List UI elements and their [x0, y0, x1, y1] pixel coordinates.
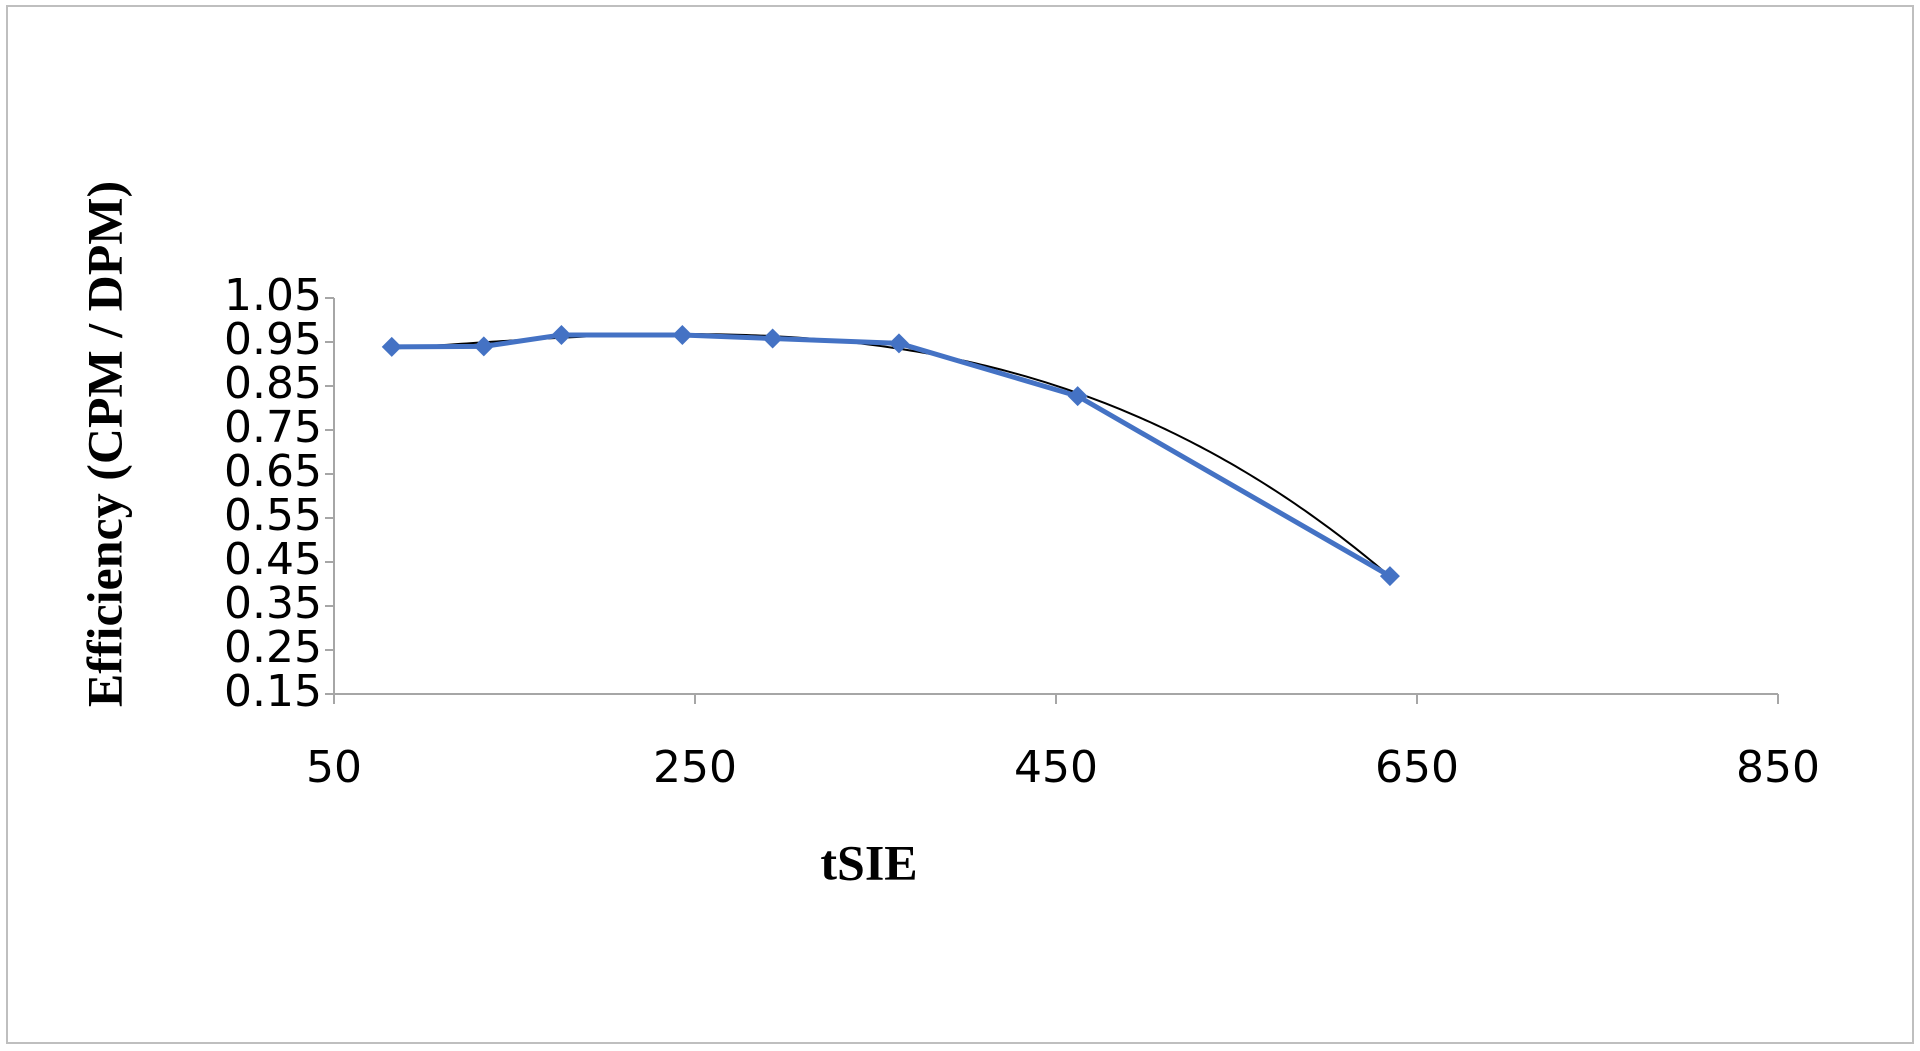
- marker: [1067, 386, 1088, 407]
- y-tick-label: 1.05: [224, 270, 322, 321]
- x-tick-label: 450: [1014, 742, 1098, 793]
- series-line: [391, 332, 1392, 579]
- y-tick-label: 0.35: [224, 578, 322, 629]
- y-tick-label: 0.55: [224, 490, 322, 541]
- y-tick-label: 0.85: [224, 358, 322, 409]
- y-tick-label: 0.75: [224, 402, 322, 453]
- x-tick-label: 850: [1736, 742, 1820, 793]
- y-tick-label: 0.95: [224, 314, 322, 365]
- y-tick-label: 0.45: [224, 534, 322, 585]
- y-tick-label: 0.65: [224, 446, 322, 497]
- x-tick-label: 650: [1375, 742, 1459, 793]
- marker: [381, 336, 402, 357]
- x-axis-title: tSIE: [820, 834, 917, 890]
- marker: [672, 324, 693, 345]
- x-tick-label: 250: [653, 742, 737, 793]
- y-tick-label: 0.25: [224, 622, 322, 673]
- y-tick-label: 0.15: [224, 666, 322, 717]
- marker: [551, 324, 572, 345]
- y-axis-title: Efficiency (CPM / DPM): [76, 181, 132, 707]
- marker: [762, 328, 783, 349]
- marker: [1379, 566, 1400, 587]
- marker: [888, 333, 909, 354]
- chart-border: [6, 5, 1914, 1044]
- marker: [473, 336, 494, 357]
- x-tick-label: 50: [306, 742, 362, 793]
